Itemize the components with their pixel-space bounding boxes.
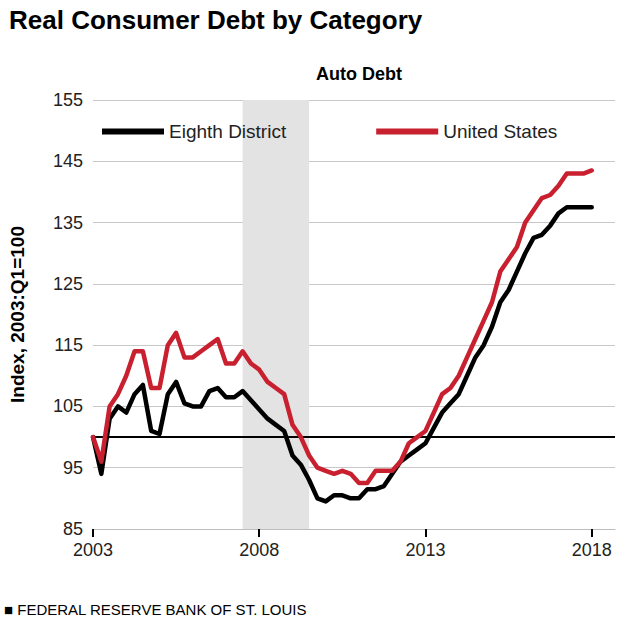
- svg-text:2008: 2008: [239, 540, 279, 560]
- svg-text:105: 105: [53, 396, 83, 416]
- svg-text:2003: 2003: [73, 540, 113, 560]
- svg-text:135: 135: [53, 213, 83, 233]
- svg-text:2013: 2013: [405, 540, 445, 560]
- svg-text:Auto Debt: Auto Debt: [316, 64, 402, 84]
- svg-text:Real Consumer Debt by Category: Real Consumer Debt by Category: [9, 5, 423, 35]
- svg-text:2018: 2018: [572, 540, 612, 560]
- svg-text:Eighth District: Eighth District: [169, 121, 287, 142]
- svg-text:United States: United States: [443, 121, 557, 142]
- svg-text:145: 145: [53, 151, 83, 171]
- svg-text:155: 155: [53, 90, 83, 110]
- svg-text:■ FEDERAL RESERVE BANK OF ST.: ■ FEDERAL RESERVE BANK OF ST. LOUIS: [4, 601, 306, 618]
- svg-text:115: 115: [54, 335, 83, 355]
- svg-text:125: 125: [53, 274, 83, 294]
- svg-text:85: 85: [63, 519, 83, 539]
- svg-text:Index, 2003:Q1=100: Index, 2003:Q1=100: [7, 226, 28, 403]
- svg-text:95: 95: [63, 458, 83, 478]
